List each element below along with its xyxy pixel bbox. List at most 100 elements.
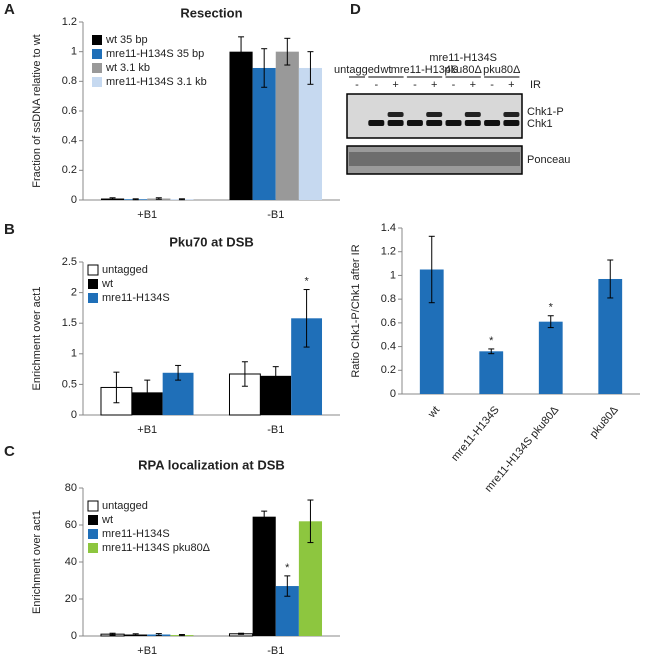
band-chk1-p — [503, 112, 520, 117]
band-label: Chk1 — [527, 118, 553, 130]
bar — [479, 351, 504, 394]
lane-label: mre11-H134S — [429, 52, 497, 64]
lane-label: untagged — [334, 64, 380, 76]
legend-label: wt 35 bp — [105, 34, 148, 46]
error-bar — [238, 632, 245, 635]
y-tick-label: 20 — [65, 593, 77, 605]
error-bar — [303, 289, 310, 348]
x-tick-label: +B1 — [137, 424, 157, 436]
legend-label: mre11-H134S 3.1 kb — [106, 76, 207, 88]
y-tick-label: 0 — [71, 194, 77, 206]
band-chk1-p — [464, 112, 481, 117]
y-tick-label: 0.4 — [381, 340, 396, 352]
ponceau-band — [349, 152, 520, 166]
chart-title: Pku70 at DSB — [169, 234, 254, 249]
error-bar — [178, 198, 185, 201]
legend-swatch — [87, 264, 99, 276]
legend-swatch — [88, 279, 98, 289]
x-tick-label: wt — [425, 404, 442, 421]
x-tick-label: mre11-H134S — [449, 404, 502, 464]
y-tick-label: 1 — [390, 269, 396, 281]
lane-label: wt — [379, 64, 391, 76]
legend-swatch — [88, 293, 98, 303]
y-tick-label: 0.6 — [62, 105, 77, 117]
bar — [275, 586, 299, 636]
y-tick-label: 2 — [71, 287, 77, 299]
ir-state: + — [508, 79, 514, 91]
legend-swatch — [88, 529, 98, 539]
band-chk1 — [445, 120, 462, 126]
chart-title: Resection — [180, 5, 242, 20]
error-bar — [132, 633, 139, 636]
ir-state: + — [392, 79, 398, 91]
ir-label: IR — [530, 79, 541, 91]
error-bar — [547, 315, 554, 329]
band-chk1 — [387, 120, 404, 126]
y-axis-label: Enrichment over act1 — [31, 287, 43, 391]
y-tick-label: 0.6 — [381, 317, 396, 329]
significance-marker: * — [489, 335, 494, 347]
bar — [419, 269, 444, 394]
y-tick-label: 40 — [65, 556, 77, 568]
band-label: Chk1-P — [527, 106, 564, 118]
lane-label: pku80Δ — [444, 64, 482, 76]
panel-label: A — [4, 1, 15, 18]
y-tick-label: 0 — [71, 630, 77, 642]
ir-state: - — [355, 79, 359, 91]
legend-swatch — [92, 49, 102, 59]
significance-marker: * — [304, 275, 309, 287]
y-axis-label: Fraction of ssDNA relative to wt — [31, 34, 43, 187]
legend-swatch — [92, 63, 102, 73]
error-bar — [241, 361, 248, 387]
panel-label: D — [350, 1, 361, 18]
legend-swatch — [92, 77, 102, 87]
error-bar — [488, 348, 495, 355]
legend-swatch — [88, 515, 98, 525]
legend-label: wt — [101, 514, 113, 526]
loading-label: Ponceau — [527, 154, 570, 166]
y-tick-label: 80 — [65, 482, 77, 494]
x-tick-label: -B1 — [267, 424, 284, 436]
x-tick-label: -B1 — [267, 645, 284, 657]
bar — [275, 51, 299, 200]
bar — [252, 67, 276, 200]
legend-label: mre11-H134S 35 bp — [106, 48, 204, 60]
y-tick-label: 0.2 — [381, 364, 396, 376]
band-chk1 — [464, 120, 481, 126]
band-chk1 — [484, 120, 501, 126]
y-tick-label: 0.8 — [62, 75, 77, 87]
band-chk1-p — [426, 112, 443, 117]
y-tick-label: 60 — [65, 519, 77, 531]
ir-state: - — [452, 79, 456, 91]
band-chk1 — [406, 120, 423, 126]
error-bar — [307, 51, 314, 85]
error-bar — [175, 364, 182, 381]
y-tick-label: 0.2 — [62, 164, 77, 176]
legend-swatch — [88, 543, 98, 553]
error-bar — [261, 510, 268, 523]
y-tick-label: 1.2 — [381, 246, 396, 258]
lane-label: mre11-H134S — [391, 64, 459, 76]
y-tick-label: 2.5 — [62, 256, 77, 268]
x-tick-label: +B1 — [137, 645, 157, 657]
panel-label: B — [4, 221, 15, 238]
ir-state: + — [470, 79, 476, 91]
legend-swatch — [92, 35, 102, 45]
ir-state: + — [431, 79, 437, 91]
error-bar — [155, 197, 162, 200]
bar — [298, 67, 323, 200]
y-tick-label: 1 — [71, 46, 77, 58]
legend-label: untagged — [102, 264, 148, 276]
legend-label: mre11-H134S pku80Δ — [102, 542, 211, 554]
error-bar — [284, 37, 291, 66]
y-tick-label: 0 — [390, 388, 396, 400]
error-bar — [272, 366, 279, 386]
bar — [598, 278, 623, 394]
y-tick-label: 0.5 — [62, 378, 77, 390]
band-chk1 — [426, 120, 443, 126]
chart-title: RPA localization at DSB — [138, 457, 285, 472]
error-bar — [178, 634, 185, 637]
error-bar — [109, 197, 116, 200]
x-tick-label: pku80Δ — [588, 404, 622, 441]
